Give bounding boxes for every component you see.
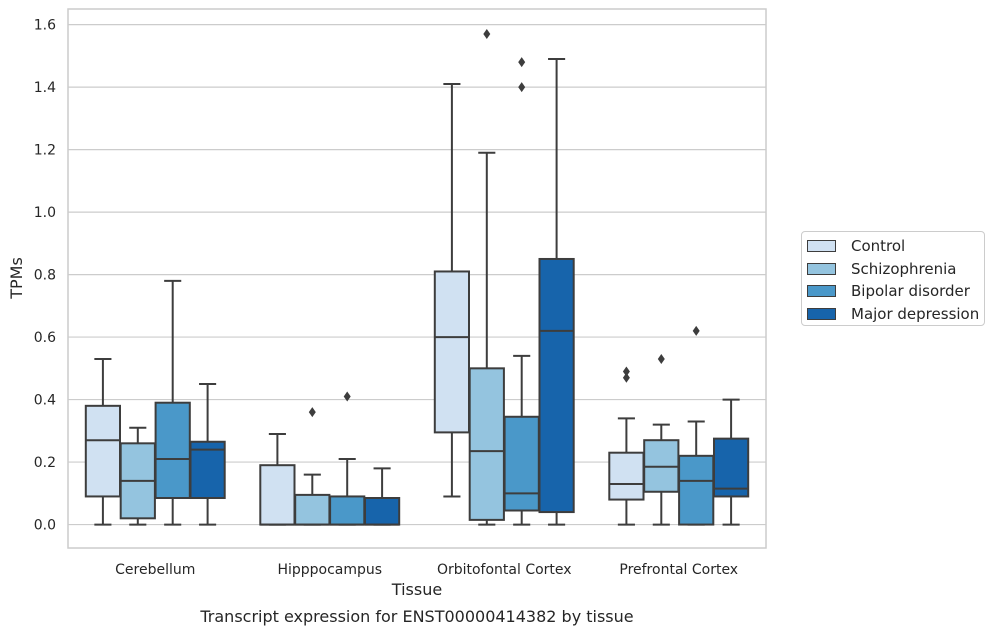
legend-label: Schizophrenia [851, 259, 957, 278]
box-control [433, 82, 471, 498]
box-body [363, 497, 401, 526]
y-tick-label: 0.4 [34, 393, 56, 409]
x-axis-title: Tissue [391, 580, 442, 599]
box-bipolar-disorder [678, 325, 715, 526]
box-body [189, 440, 226, 500]
legend-item: Major depression [807, 303, 984, 326]
outlier-point [518, 57, 526, 68]
legend-label: Major depression [851, 304, 980, 323]
plot-frame [67, 8, 767, 549]
outlier-point [308, 407, 316, 418]
legend: Control Schizophrenia Bipolar disorder Majo… [801, 231, 985, 326]
box-body [678, 454, 715, 526]
box-body [538, 257, 575, 514]
box-body [608, 451, 645, 501]
legend-swatch [807, 262, 836, 275]
x-tick-label: Hipppocampus [277, 562, 382, 578]
outlier-point [657, 353, 665, 364]
legend-swatch [807, 307, 836, 320]
box-major-depression [712, 398, 750, 526]
x-tick-label: Prefrontal Cortex [619, 562, 738, 578]
outlier-point [692, 325, 700, 336]
box-body [329, 495, 366, 526]
y-tick-label: 0.6 [34, 330, 56, 346]
y-tick-label: 1.2 [34, 143, 56, 159]
box-body [503, 415, 540, 512]
y-tick-label: 0.0 [34, 518, 56, 534]
x-tick-label: Orbitofontal Cortex [437, 562, 572, 578]
box-body [84, 404, 122, 498]
y-axis-title: TPMs [7, 257, 26, 300]
box-body [468, 367, 505, 521]
legend-swatch [807, 285, 836, 298]
legend-swatch [807, 240, 836, 253]
y-tick-label: 1.0 [34, 205, 56, 221]
box-bipolar-disorder [154, 279, 191, 526]
box-major-depression [538, 57, 575, 526]
box-schizophrenia [119, 426, 156, 526]
box-series [84, 28, 750, 526]
x-tick-label: Cerebellum [115, 562, 195, 578]
box-control [84, 357, 122, 526]
y-tick-label: 0.8 [34, 268, 56, 284]
x-tick-labels: Cerebellum Hipppocampus Orbitofontal Corte… [115, 562, 738, 578]
y-tick-label: 1.4 [34, 80, 56, 96]
box-body [259, 464, 296, 526]
outlier-point [343, 391, 351, 402]
outlier-point [622, 372, 630, 383]
legend-label: Control [851, 237, 906, 256]
chart-caption: Transcript expression for ENST0000041438… [199, 607, 633, 626]
box-schizophrenia [643, 353, 680, 526]
legend-label: Bipolar disorder [851, 282, 970, 301]
box-schizophrenia [468, 28, 505, 526]
outlier-point [483, 28, 491, 39]
box-major-depression [363, 467, 401, 526]
outlier-point [622, 366, 630, 377]
y-tick-label: 0.2 [34, 455, 56, 471]
box-control [259, 432, 296, 526]
box-control [608, 366, 645, 526]
box-body [433, 270, 471, 434]
y-tick-label: 1.6 [34, 18, 56, 34]
y-tick-labels: 0.0 0.2 0.4 0.6 0.8 1.0 1.2 1.4 1.6 [34, 18, 56, 534]
outlier-point [518, 82, 526, 93]
legend-item: Bipolar disorder [807, 280, 984, 303]
box-body [154, 401, 191, 500]
legend-item: Schizophrenia [807, 258, 984, 281]
box-schizophrenia [294, 407, 331, 526]
box-major-depression [189, 382, 226, 526]
box-body [712, 437, 750, 498]
box-bipolar-disorder [503, 57, 540, 526]
box-bipolar-disorder [329, 391, 366, 526]
box-body [294, 493, 331, 526]
legend-item: Control [807, 235, 984, 258]
